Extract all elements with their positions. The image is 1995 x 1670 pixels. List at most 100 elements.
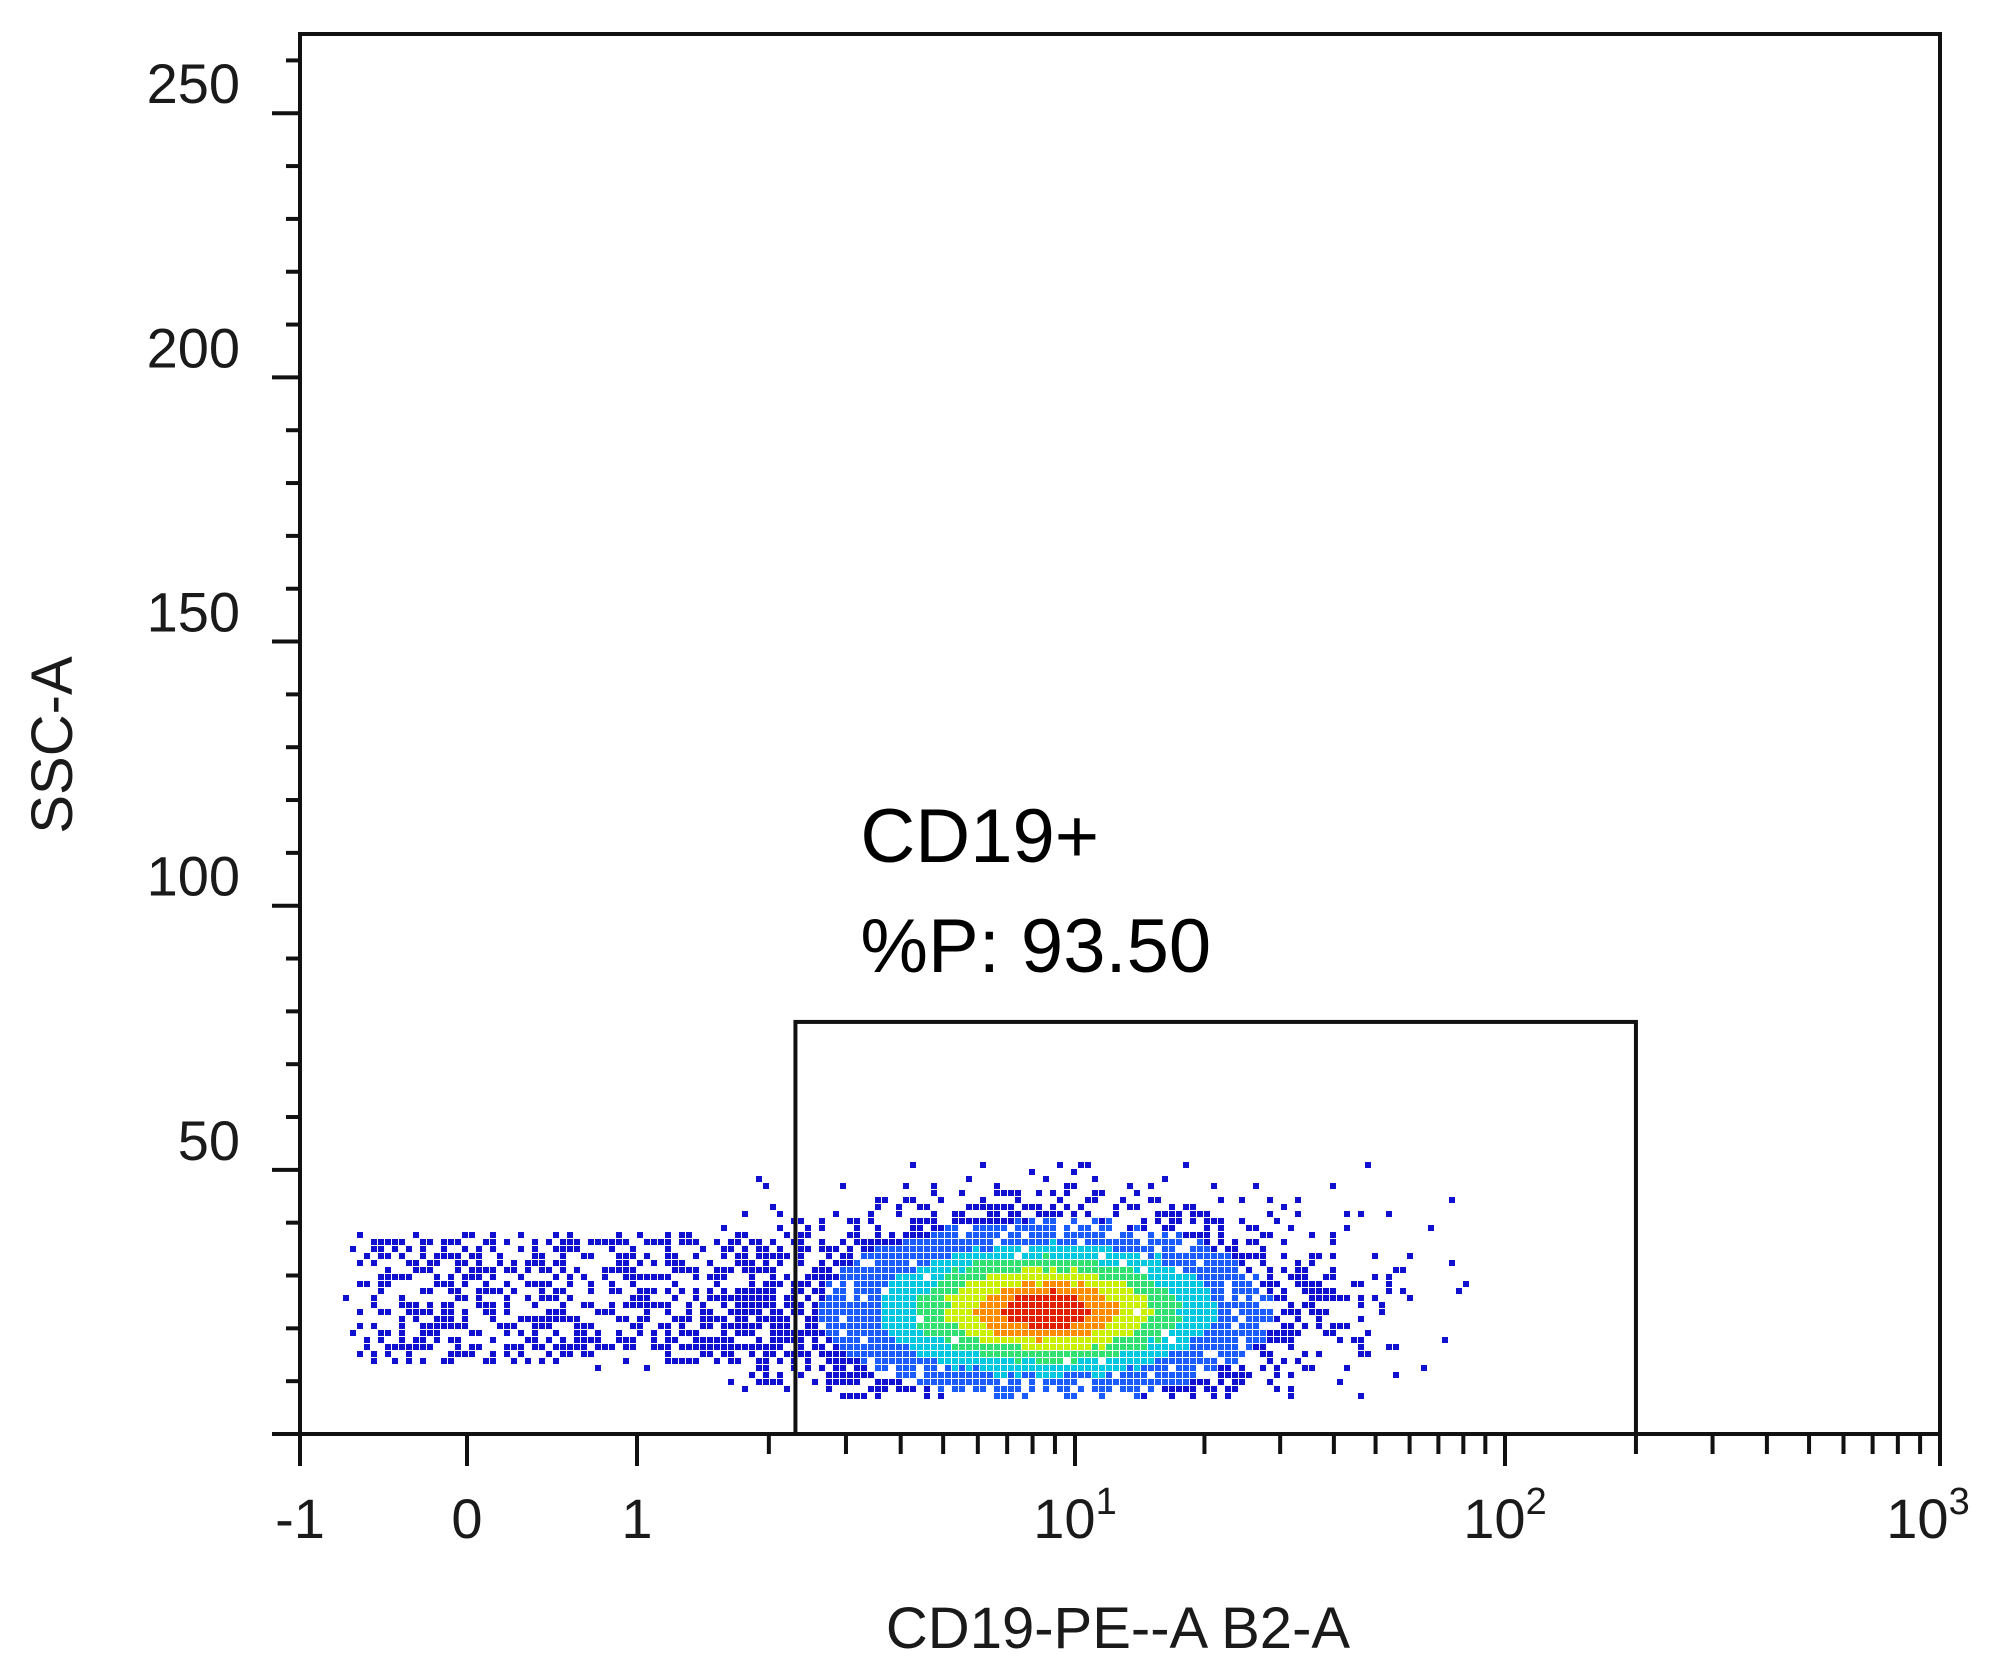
event-dot — [854, 1393, 860, 1399]
event-dot — [1120, 1267, 1126, 1273]
event-dot — [1225, 1393, 1231, 1399]
event-dot — [868, 1274, 874, 1280]
event-dot — [1169, 1288, 1175, 1294]
event-dot — [805, 1323, 811, 1329]
event-dot — [1043, 1351, 1049, 1357]
event-dot — [1260, 1316, 1266, 1322]
event-dot — [798, 1337, 804, 1343]
event-dot — [1064, 1316, 1070, 1322]
event-dot — [1015, 1211, 1021, 1217]
event-dot — [903, 1309, 909, 1315]
event-dot — [966, 1246, 972, 1252]
event-dot — [994, 1337, 1000, 1343]
event-dot — [910, 1246, 916, 1252]
event-dot — [1407, 1253, 1413, 1259]
event-dot — [875, 1302, 881, 1308]
event-dot — [1001, 1246, 1007, 1252]
event-dot — [1015, 1197, 1021, 1203]
event-dot — [1141, 1323, 1147, 1329]
event-dot — [882, 1330, 888, 1336]
event-dot — [1183, 1281, 1189, 1287]
event-dot — [1218, 1260, 1224, 1266]
event-dot — [819, 1330, 825, 1336]
event-dot — [875, 1379, 881, 1385]
event-dot — [1183, 1337, 1189, 1343]
event-dot — [917, 1295, 923, 1301]
event-dot — [959, 1330, 965, 1336]
event-dot — [1099, 1365, 1105, 1371]
event-dot — [889, 1344, 895, 1350]
event-dot — [1085, 1274, 1091, 1280]
event-dot — [798, 1288, 804, 1294]
event-dot — [826, 1246, 832, 1252]
event-dot — [1358, 1295, 1364, 1301]
event-dot — [1316, 1281, 1322, 1287]
event-dot — [1274, 1337, 1280, 1343]
event-dot — [1225, 1302, 1231, 1308]
event-dot — [1113, 1267, 1119, 1273]
event-dot — [735, 1253, 741, 1259]
event-dot — [1029, 1204, 1035, 1210]
event-dot — [1302, 1323, 1308, 1329]
event-dot — [959, 1295, 965, 1301]
event-dot — [1183, 1260, 1189, 1266]
event-dot — [973, 1225, 979, 1231]
event-dot — [889, 1379, 895, 1385]
event-dot — [1239, 1351, 1245, 1357]
event-dot — [1015, 1239, 1021, 1245]
event-dot — [1323, 1309, 1329, 1315]
event-dot — [819, 1288, 825, 1294]
event-dot — [966, 1218, 972, 1224]
event-dot — [861, 1351, 867, 1357]
event-dot — [959, 1253, 965, 1259]
event-dot — [1085, 1253, 1091, 1259]
event-dot — [917, 1225, 923, 1231]
event-dot — [924, 1246, 930, 1252]
event-dot — [924, 1295, 930, 1301]
event-dots — [343, 1162, 1469, 1399]
event-dot — [1099, 1372, 1105, 1378]
event-dot — [805, 1365, 811, 1371]
event-dot — [854, 1218, 860, 1224]
event-dot — [903, 1288, 909, 1294]
event-dot — [735, 1344, 741, 1350]
event-dot — [1176, 1372, 1182, 1378]
event-dot — [1043, 1239, 1049, 1245]
event-dot — [1022, 1288, 1028, 1294]
event-dot — [1113, 1211, 1119, 1217]
event-dot — [1274, 1316, 1280, 1322]
event-dot — [903, 1281, 909, 1287]
event-dot — [875, 1197, 881, 1203]
event-dot — [1015, 1351, 1021, 1357]
event-dot — [945, 1344, 951, 1350]
event-dot — [1190, 1386, 1196, 1392]
event-dot — [1050, 1316, 1056, 1322]
event-dot — [805, 1358, 811, 1364]
event-dot — [1134, 1358, 1140, 1364]
event-dot — [1218, 1309, 1224, 1315]
event-dot — [854, 1281, 860, 1287]
event-dot — [1078, 1337, 1084, 1343]
event-dot — [945, 1288, 951, 1294]
event-dot — [924, 1344, 930, 1350]
event-dot — [861, 1365, 867, 1371]
event-dot — [896, 1204, 902, 1210]
event-dot — [1183, 1204, 1189, 1210]
event-dot — [903, 1351, 909, 1357]
event-dot — [805, 1351, 811, 1357]
event-dot — [1344, 1225, 1350, 1231]
event-dot — [840, 1337, 846, 1343]
event-dot — [1057, 1316, 1063, 1322]
event-dot — [931, 1323, 937, 1329]
event-dot — [1127, 1281, 1133, 1287]
event-dot — [882, 1253, 888, 1259]
event-dot — [1190, 1260, 1196, 1266]
event-dot — [1330, 1295, 1336, 1301]
event-dot — [595, 1365, 601, 1371]
event-dot — [1050, 1246, 1056, 1252]
event-dot — [1092, 1197, 1098, 1203]
event-dot — [980, 1309, 986, 1315]
event-dot — [1253, 1288, 1259, 1294]
event-dot — [924, 1372, 930, 1378]
